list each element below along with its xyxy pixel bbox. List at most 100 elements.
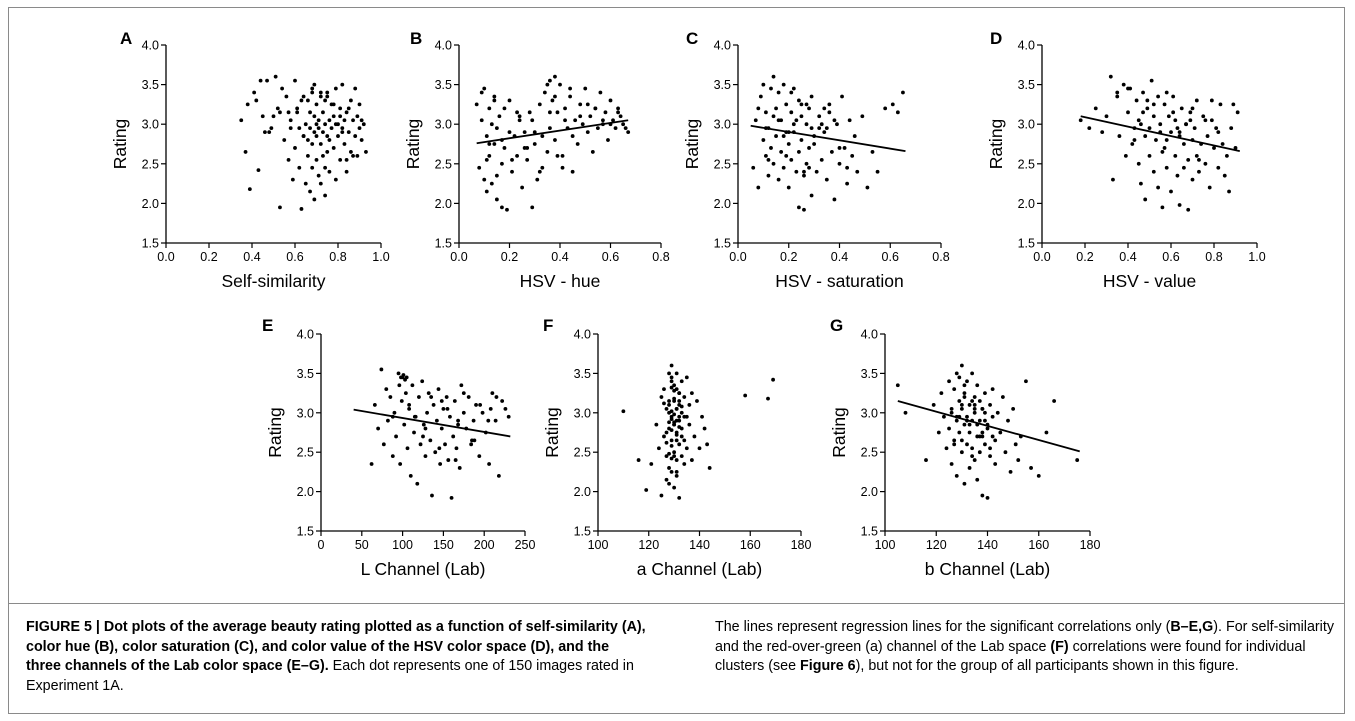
data-point-g	[939, 391, 944, 395]
data-point-d	[1160, 205, 1165, 210]
data-point-c	[824, 126, 829, 131]
y-tick-label-d: 2.5	[1018, 157, 1035, 171]
y-tick-label-f: 4.0	[574, 328, 591, 342]
data-point-g	[970, 454, 975, 459]
data-point-e	[477, 454, 482, 459]
data-point-b	[492, 94, 497, 99]
data-point-e	[423, 426, 428, 431]
data-point-e	[392, 410, 397, 415]
data-point-b	[553, 138, 557, 142]
data-point-e	[453, 458, 458, 462]
data-point-c	[807, 146, 811, 150]
data-point-e	[436, 387, 441, 392]
data-point-f	[682, 414, 687, 419]
data-point-f	[669, 428, 674, 433]
data-point-a	[303, 122, 308, 127]
data-point-a	[323, 193, 327, 198]
data-point-f	[644, 488, 649, 492]
data-point-b	[500, 161, 504, 166]
data-point-g	[993, 462, 998, 466]
data-point-a	[325, 134, 330, 138]
data-point-f	[657, 446, 661, 451]
panel-c: C 1.5 2.0 2.5 3.0 3.5 4.0 0.0 0.2 0.4 0.6 0.8 HSV - …	[682, 29, 950, 291]
data-point-a	[318, 94, 323, 99]
data-point-e	[434, 418, 439, 423]
data-point-d	[1203, 118, 1208, 123]
data-point-d	[1216, 165, 1221, 170]
data-point-e	[379, 367, 384, 372]
data-point-c	[794, 118, 799, 123]
data-point-d	[1123, 153, 1128, 158]
data-point-f	[677, 403, 682, 407]
data-point-g	[983, 442, 987, 447]
data-point-f	[697, 446, 702, 451]
x-tick-label-g: 120	[926, 538, 947, 552]
data-point-e	[405, 446, 410, 451]
data-point-g	[967, 403, 972, 407]
data-point-e	[437, 446, 442, 451]
y-tick-label-e: 1.5	[297, 525, 314, 539]
data-point-a	[280, 86, 284, 91]
panel-label-d: D	[990, 29, 1002, 48]
data-point-b	[494, 126, 499, 131]
caption-separator	[8, 603, 1345, 604]
data-point-a	[344, 157, 349, 162]
data-point-f	[674, 432, 679, 437]
scatter-plots: A 1.5 2.0 2.5 3.0 3.5 4.0 0.0 0.2 0.4 0.6 0.8 1.0 Sel…	[110, 29, 1266, 579]
data-point-c	[802, 207, 806, 212]
data-point-c	[850, 153, 855, 158]
data-point-f	[654, 422, 659, 427]
data-point-a	[306, 138, 310, 142]
y-axis-title-f: Rating	[542, 407, 562, 458]
x-tick-label-d: 0.0	[1033, 250, 1050, 264]
data-point-e	[456, 418, 460, 423]
data-point-d	[1121, 82, 1126, 87]
data-point-b	[489, 122, 494, 127]
y-tick-label-d: 4.0	[1018, 39, 1035, 53]
data-point-g	[957, 430, 962, 435]
data-point-g	[985, 496, 990, 500]
data-point-d	[1145, 106, 1150, 111]
data-point-f	[667, 420, 671, 425]
data-point-b	[613, 126, 618, 131]
data-point-d	[1182, 142, 1186, 146]
data-point-g	[970, 446, 975, 451]
caption-right-b3: Figure 6	[800, 658, 856, 675]
data-point-a	[256, 168, 261, 173]
data-point-d	[1169, 189, 1173, 194]
data-point-a	[303, 181, 308, 186]
data-point-f	[672, 485, 677, 490]
data-point-b	[494, 173, 499, 178]
data-point-g	[947, 426, 951, 431]
data-point-c	[819, 122, 824, 127]
data-point-g	[980, 434, 985, 439]
data-point-d	[1151, 102, 1156, 107]
data-point-e	[388, 395, 393, 399]
data-point-e	[503, 406, 508, 411]
data-point-a	[273, 74, 278, 79]
data-point-e	[398, 462, 403, 466]
data-point-g	[977, 418, 982, 423]
y-tick-label-f: 2.5	[574, 446, 591, 460]
data-point-b	[494, 197, 499, 202]
data-point-c	[781, 165, 786, 170]
data-point-c	[837, 161, 842, 166]
data-point-b	[570, 134, 575, 138]
data-point-g	[972, 458, 977, 462]
data-point-c	[890, 102, 895, 107]
panel-g: G 1.5 2.0 2.5 3.0 3.5 4.0 100 120 140 160 180 b Chan…	[829, 316, 1100, 579]
data-point-b	[517, 114, 522, 119]
data-point-b	[588, 114, 593, 119]
data-point-b	[555, 153, 560, 158]
y-tick-label-b: 2.5	[435, 157, 452, 171]
x-tick-label-f: 180	[791, 538, 812, 552]
data-point-e	[402, 422, 407, 427]
data-point-d	[1184, 122, 1188, 127]
data-point-c	[829, 150, 834, 154]
y-tick-label-b: 3.0	[435, 118, 452, 132]
data-point-e	[412, 430, 416, 435]
data-point-c	[824, 177, 829, 182]
data-point-g	[1029, 466, 1033, 470]
data-point-g	[952, 387, 957, 392]
data-point-g	[959, 438, 964, 443]
